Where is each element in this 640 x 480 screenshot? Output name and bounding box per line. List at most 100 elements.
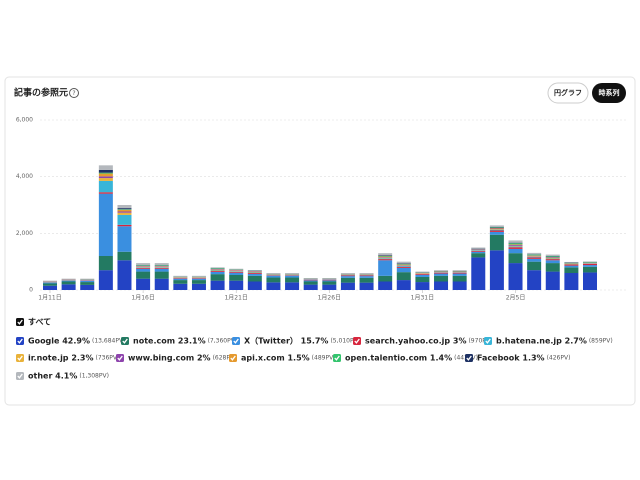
timeseries-button[interactable] <box>592 83 626 103</box>
legend-name: b.hatena.ne.jp 2.7% <box>496 337 587 346</box>
y-tick-label: 6,000 <box>16 117 33 124</box>
bar-segment <box>136 267 151 268</box>
bar-segment <box>583 272 597 290</box>
bar-segment <box>98 165 113 170</box>
bar-segment <box>154 268 169 272</box>
bar-segment <box>266 277 281 283</box>
bar-segment <box>98 178 113 181</box>
bar-segment <box>210 269 225 271</box>
bar-segment <box>173 280 188 284</box>
bar-segment <box>247 275 262 282</box>
bar-segment <box>191 278 206 279</box>
bar-segment <box>489 227 504 229</box>
bar-segment <box>247 273 262 274</box>
bar-segment <box>452 281 467 290</box>
check-mark <box>122 338 128 344</box>
bar-segment <box>247 281 262 290</box>
bar-segment <box>489 234 504 251</box>
check-mark <box>354 338 360 344</box>
bar-segment <box>434 272 449 274</box>
pie-button[interactable] <box>547 82 589 104</box>
legend-pv: (970PV) <box>468 338 492 345</box>
legend-name: X（Twitter） 15.7% <box>244 336 328 346</box>
bar-segment <box>489 225 504 227</box>
bar-segment <box>378 275 393 282</box>
bar-segment <box>98 192 113 194</box>
bar-segment <box>359 275 374 277</box>
x-tick-label: 1月26日 <box>318 295 341 302</box>
bar-segment <box>229 270 244 271</box>
bar-segment <box>471 251 486 254</box>
y-tick-label: 2,000 <box>16 230 33 237</box>
bar-segment <box>508 244 523 245</box>
bar-segment <box>98 172 113 174</box>
bar-segment <box>285 282 300 290</box>
bar-segment <box>396 267 411 273</box>
bar-segment <box>98 169 113 173</box>
x-tick-label: 1月21日 <box>224 295 247 302</box>
bar-segment <box>527 254 542 256</box>
x-tick-label: 2月5日 <box>506 295 526 302</box>
legend-name: www.bing.com 2% <box>128 354 211 363</box>
bar-segment <box>136 268 151 272</box>
bar-segment <box>61 278 76 280</box>
check-mark <box>17 355 23 361</box>
bar-segment <box>173 278 188 281</box>
bar-segment <box>378 258 393 260</box>
bar-segment <box>98 176 113 179</box>
bar-segment <box>508 248 523 254</box>
bar-segment <box>117 205 132 209</box>
bar-segment <box>583 263 597 266</box>
bar-segment <box>117 260 132 290</box>
bar-segment <box>210 270 225 272</box>
y-tick-label: 0 <box>29 287 33 294</box>
bar-segment <box>359 273 374 274</box>
bar-segment <box>266 282 281 290</box>
bar-segment <box>117 208 132 210</box>
bar-segment <box>396 265 411 267</box>
bar-segment <box>154 266 169 267</box>
bar-segment <box>489 231 504 235</box>
bar-segment <box>396 280 411 290</box>
bar-segment <box>489 228 504 230</box>
bar-segment <box>471 250 486 251</box>
bar-segment <box>583 265 597 267</box>
legend-pv: (1,308PV) <box>79 373 109 380</box>
bar-segment <box>545 263 560 272</box>
check-mark <box>117 355 123 361</box>
legend-pv: (628PV) <box>213 355 237 362</box>
bar-segment <box>489 227 504 228</box>
bar-segment <box>396 272 411 281</box>
bar-segment <box>340 277 355 283</box>
bar-segment <box>43 283 57 286</box>
bar-segment <box>415 274 430 277</box>
bar-segment <box>452 275 467 282</box>
bar-segment <box>136 266 151 268</box>
bar-segment <box>136 267 151 269</box>
help-icon[interactable] <box>69 88 79 98</box>
y-tick-label: 4,000 <box>16 173 33 180</box>
bar-segment <box>508 244 523 246</box>
bar-segment <box>545 257 560 258</box>
bar-segment <box>43 280 57 282</box>
x-tick-label: 1月11日 <box>38 295 61 302</box>
bar-segment <box>527 255 542 257</box>
help-mark: ? <box>72 90 75 97</box>
bar-segment <box>210 268 225 270</box>
bar-segment <box>61 284 76 290</box>
bar-segment <box>452 273 467 276</box>
bar-segment <box>359 277 374 283</box>
bar-segment <box>545 259 560 261</box>
bar-segment <box>191 283 206 290</box>
bar-segment <box>266 275 281 278</box>
check-mark <box>230 355 236 361</box>
bar-segment <box>396 266 411 268</box>
bar-segment <box>229 274 244 281</box>
legend-pv: (426PV) <box>547 355 571 362</box>
bar-segment <box>378 257 393 259</box>
plot: 0 2,000 4,000 6,000 1月11日 1月16日 1月21日 1月26日 1月31… <box>16 117 628 302</box>
bar-segment <box>247 273 262 276</box>
bar-segment <box>247 271 262 272</box>
